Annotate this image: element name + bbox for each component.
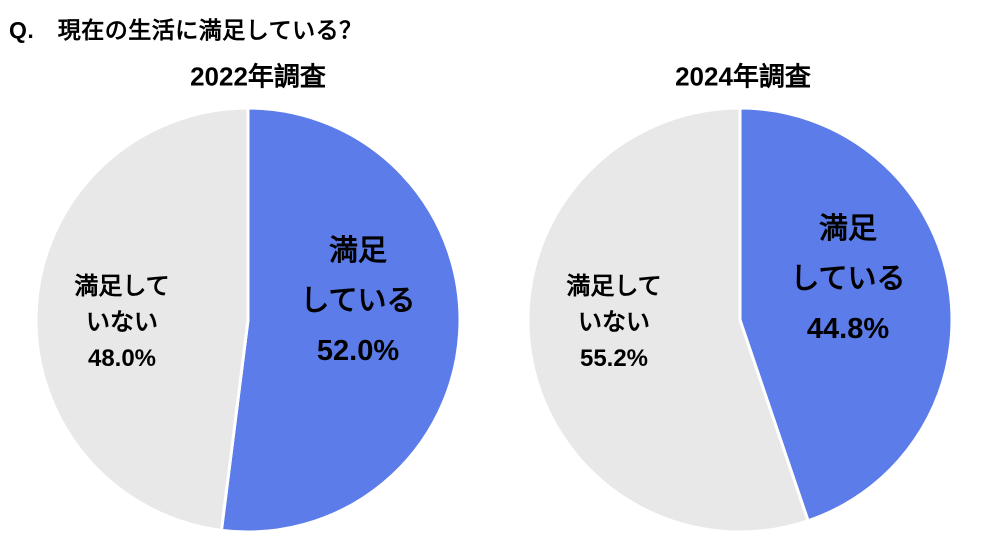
slice-label-2024-satisfied: 満足 している 44.8% (790, 204, 905, 354)
slice-label-line: いない (578, 309, 650, 336)
pie-slice-not-satisfied (526, 106, 810, 534)
slice-label-line: している (300, 285, 416, 317)
slice-label-line: いない (86, 309, 158, 336)
slice-label-value: 52.0% (316, 335, 400, 367)
pie-slice-not-satisfied (34, 106, 250, 532)
slice-label-2022-satisfied: 満足 している 52.0% (300, 226, 415, 376)
pie-slice-satisfied (219, 106, 462, 534)
slice-label-line: 満足 (818, 213, 878, 245)
slice-label-line: 満足 (328, 235, 388, 267)
chart-title-2022: 2022年調査 (190, 61, 326, 92)
chart-title-2024: 2024年調査 (675, 61, 811, 92)
slice-label-value: 44.8% (806, 313, 890, 345)
slice-label-value: 55.2% (579, 345, 649, 372)
pie-slice-satisfied (738, 106, 954, 523)
pie-chart-2024 (526, 106, 954, 534)
pie-chart-2022 (34, 106, 462, 534)
slice-label-value: 48.0% (87, 345, 157, 372)
page-title: Q. 現在の生活に満足している？ (9, 17, 363, 43)
slice-label-line: 満足して (74, 273, 170, 300)
slice-label-2022-not-satisfied: 満足して いない 48.0% (74, 269, 169, 377)
slice-label-line: 満足して (566, 273, 662, 300)
slice-label-2024-not-satisfied: 満足して いない 55.2% (566, 269, 661, 377)
slice-label-line: している (790, 263, 906, 295)
